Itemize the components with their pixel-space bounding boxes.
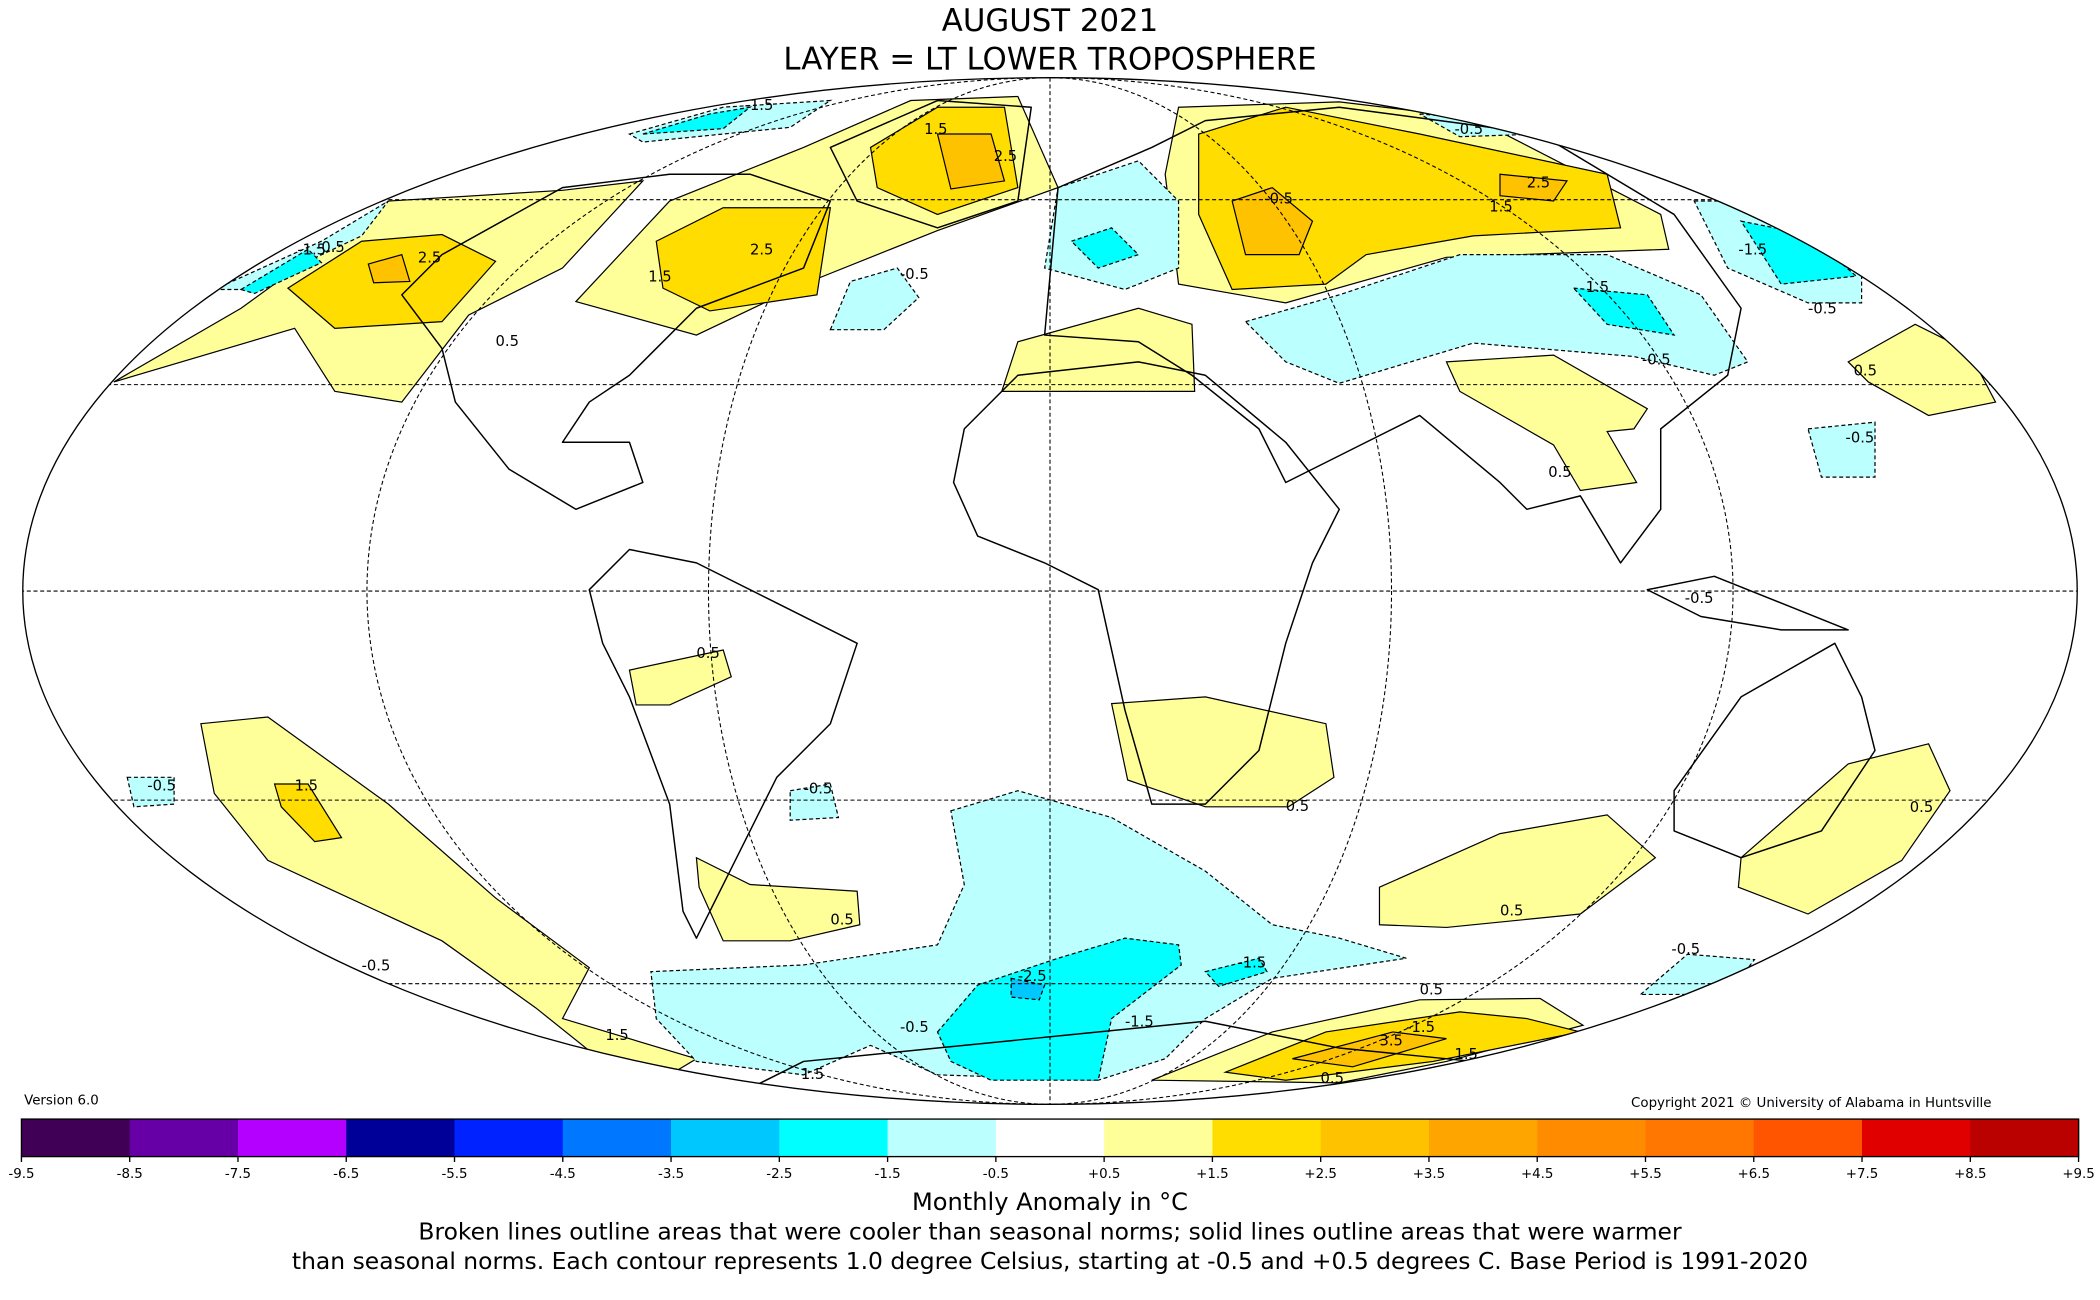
colorbar-tick-label: -1.5 xyxy=(875,1167,901,1182)
colorbar-tick-label: +1.5 xyxy=(1196,1167,1228,1182)
colorbar-tick-label: -0.5 xyxy=(983,1167,1009,1182)
colorbar-border xyxy=(20,1118,2080,1158)
svg-text:0.5: 0.5 xyxy=(696,645,719,662)
svg-text:0.5: 0.5 xyxy=(1286,798,1309,815)
svg-text:0.5: 0.5 xyxy=(830,912,853,929)
svg-text:2.5: 2.5 xyxy=(994,148,1017,165)
colorbar-tick-label: -8.5 xyxy=(117,1167,143,1182)
colorbar-swatch xyxy=(454,1119,564,1157)
svg-text:0.5: 0.5 xyxy=(1500,902,1523,919)
version-label: Version 6.0 xyxy=(24,1093,99,1108)
svg-text:1.5: 1.5 xyxy=(295,778,318,795)
svg-text:2.5: 2.5 xyxy=(418,250,441,267)
svg-text:-0.5: -0.5 xyxy=(1642,352,1671,369)
colorbar-swatch xyxy=(671,1119,780,1157)
colorbar-swatch xyxy=(1970,1119,2080,1157)
svg-text:0.5: 0.5 xyxy=(1854,362,1877,379)
svg-text:0.5: 0.5 xyxy=(1910,799,1933,816)
svg-text:-0.5: -0.5 xyxy=(1264,191,1293,208)
svg-text:-0.5: -0.5 xyxy=(1846,429,1875,446)
colorbar-ticks: -9.5 -8.5 -7.5 -6.5 -5.5 -4.5 -3.5 -2.5 -1.5 -0.5… xyxy=(8,1156,2095,1182)
colorbar-tick-label: +8.5 xyxy=(1954,1167,1986,1182)
svg-text:0.5: 0.5 xyxy=(496,333,519,350)
svg-text:-1.5: -1.5 xyxy=(1125,1014,1154,1031)
colorbar-tick-label: +3.5 xyxy=(1413,1167,1445,1182)
svg-text:1.5: 1.5 xyxy=(605,1027,628,1044)
colorbar-swatch xyxy=(1104,1119,1214,1157)
colorbar-label: Monthly Anomaly in °C xyxy=(912,1188,1188,1216)
svg-text:-1.5: -1.5 xyxy=(1738,242,1767,259)
svg-text:-0.5: -0.5 xyxy=(1685,590,1714,607)
colorbar-swatch xyxy=(995,1119,1105,1157)
colorbar-tick-label: -6.5 xyxy=(333,1167,359,1182)
svg-text:2.5: 2.5 xyxy=(1527,175,1550,192)
colorbar-swatch xyxy=(562,1119,672,1157)
svg-text:-1.5: -1.5 xyxy=(1406,1019,1435,1036)
colorbar-swatch xyxy=(1428,1119,1538,1157)
svg-text:-0.5: -0.5 xyxy=(147,778,176,795)
colorbar-swatch xyxy=(1212,1119,1322,1157)
colorbar-swatch xyxy=(1537,1119,1647,1157)
svg-text:-0.5: -0.5 xyxy=(1808,301,1837,318)
colorbar-swatch xyxy=(1862,1119,1971,1157)
colorbar-tick-label: -9.5 xyxy=(8,1167,34,1182)
contour-labels: -1.5 2.5 -1.5 -0.5 0.5 2.5 1.5 -0.5 2.5 … xyxy=(147,97,1933,1087)
anomaly-warm-2-5 xyxy=(367,133,1569,1068)
svg-text:1.5: 1.5 xyxy=(801,1066,824,1083)
svg-text:3.5: 3.5 xyxy=(1379,1032,1402,1049)
colorbar-swatch xyxy=(779,1119,889,1157)
colorbar-tick-label: -3.5 xyxy=(658,1167,684,1182)
colorbar-tick-label: +6.5 xyxy=(1738,1167,1770,1182)
anomaly-cool-1-5 xyxy=(239,106,1858,1081)
title-layer: LAYER = LT LOWER TROPOSPHERE xyxy=(783,42,1316,78)
colorbar-swatch xyxy=(129,1119,239,1157)
svg-text:0.5: 0.5 xyxy=(1321,1070,1344,1087)
svg-text:-0.5: -0.5 xyxy=(1454,121,1483,138)
colorbar-swatch xyxy=(1753,1119,1863,1157)
colorbar-tick-label: -2.5 xyxy=(766,1167,792,1182)
svg-text:-2.5: -2.5 xyxy=(1018,968,1047,985)
map-border xyxy=(22,77,2078,1105)
colorbar xyxy=(20,1118,2080,1158)
copyright-label: Copyright 2021 © University of Alabama i… xyxy=(1631,1096,1991,1111)
colorbar-swatch xyxy=(21,1119,131,1157)
svg-text:-1.5: -1.5 xyxy=(297,242,326,259)
svg-text:-0.5: -0.5 xyxy=(900,266,929,283)
svg-text:0.5: 0.5 xyxy=(1420,981,1443,998)
svg-text:1.5: 1.5 xyxy=(648,268,671,285)
colorbar-swatch xyxy=(1645,1119,1755,1157)
caption-line-2: than seasonal norms. Each contour repres… xyxy=(292,1247,1808,1275)
colorbar-swatch xyxy=(887,1119,997,1157)
colorbar-tick-label: -5.5 xyxy=(441,1167,467,1182)
coastlines xyxy=(401,99,1876,1103)
colorbar-swatch xyxy=(346,1119,456,1157)
svg-text:1.5: 1.5 xyxy=(1489,199,1512,216)
anomaly-warm-1-5 xyxy=(273,106,1622,1081)
svg-text:-0.5: -0.5 xyxy=(362,957,391,974)
svg-text:1.5: 1.5 xyxy=(924,121,947,138)
svg-text:-1.5: -1.5 xyxy=(745,97,774,114)
colorbar-swatch xyxy=(237,1119,347,1157)
svg-text:-0.5: -0.5 xyxy=(804,780,833,797)
svg-text:-0.5: -0.5 xyxy=(900,1019,929,1036)
svg-text:-0.5: -0.5 xyxy=(316,239,345,256)
colorbar-tick-label: +4.5 xyxy=(1521,1167,1553,1182)
colorbar-tick-label: +0.5 xyxy=(1088,1167,1120,1182)
svg-text:1.5: 1.5 xyxy=(1586,279,1609,296)
colorbar-tick-label: +7.5 xyxy=(1846,1167,1878,1182)
colorbar-swatch xyxy=(1320,1119,1430,1157)
title-month: AUGUST 2021 xyxy=(942,3,1158,39)
colorbar-tick-label: +5.5 xyxy=(1629,1167,1661,1182)
svg-text:0.5: 0.5 xyxy=(1548,464,1571,481)
colorbar-tick-label: -7.5 xyxy=(225,1167,251,1182)
svg-text:-0.5: -0.5 xyxy=(1671,941,1700,958)
caption-line-1: Broken lines outline areas that were coo… xyxy=(418,1218,1682,1246)
svg-text:2.5: 2.5 xyxy=(750,242,773,259)
svg-text:-1.5: -1.5 xyxy=(1238,955,1267,972)
colorbar-tick-label: +2.5 xyxy=(1304,1167,1336,1182)
colorbar-tick-label: -4.5 xyxy=(550,1167,576,1182)
colorbar-tick-label: +9.5 xyxy=(2062,1167,2094,1182)
